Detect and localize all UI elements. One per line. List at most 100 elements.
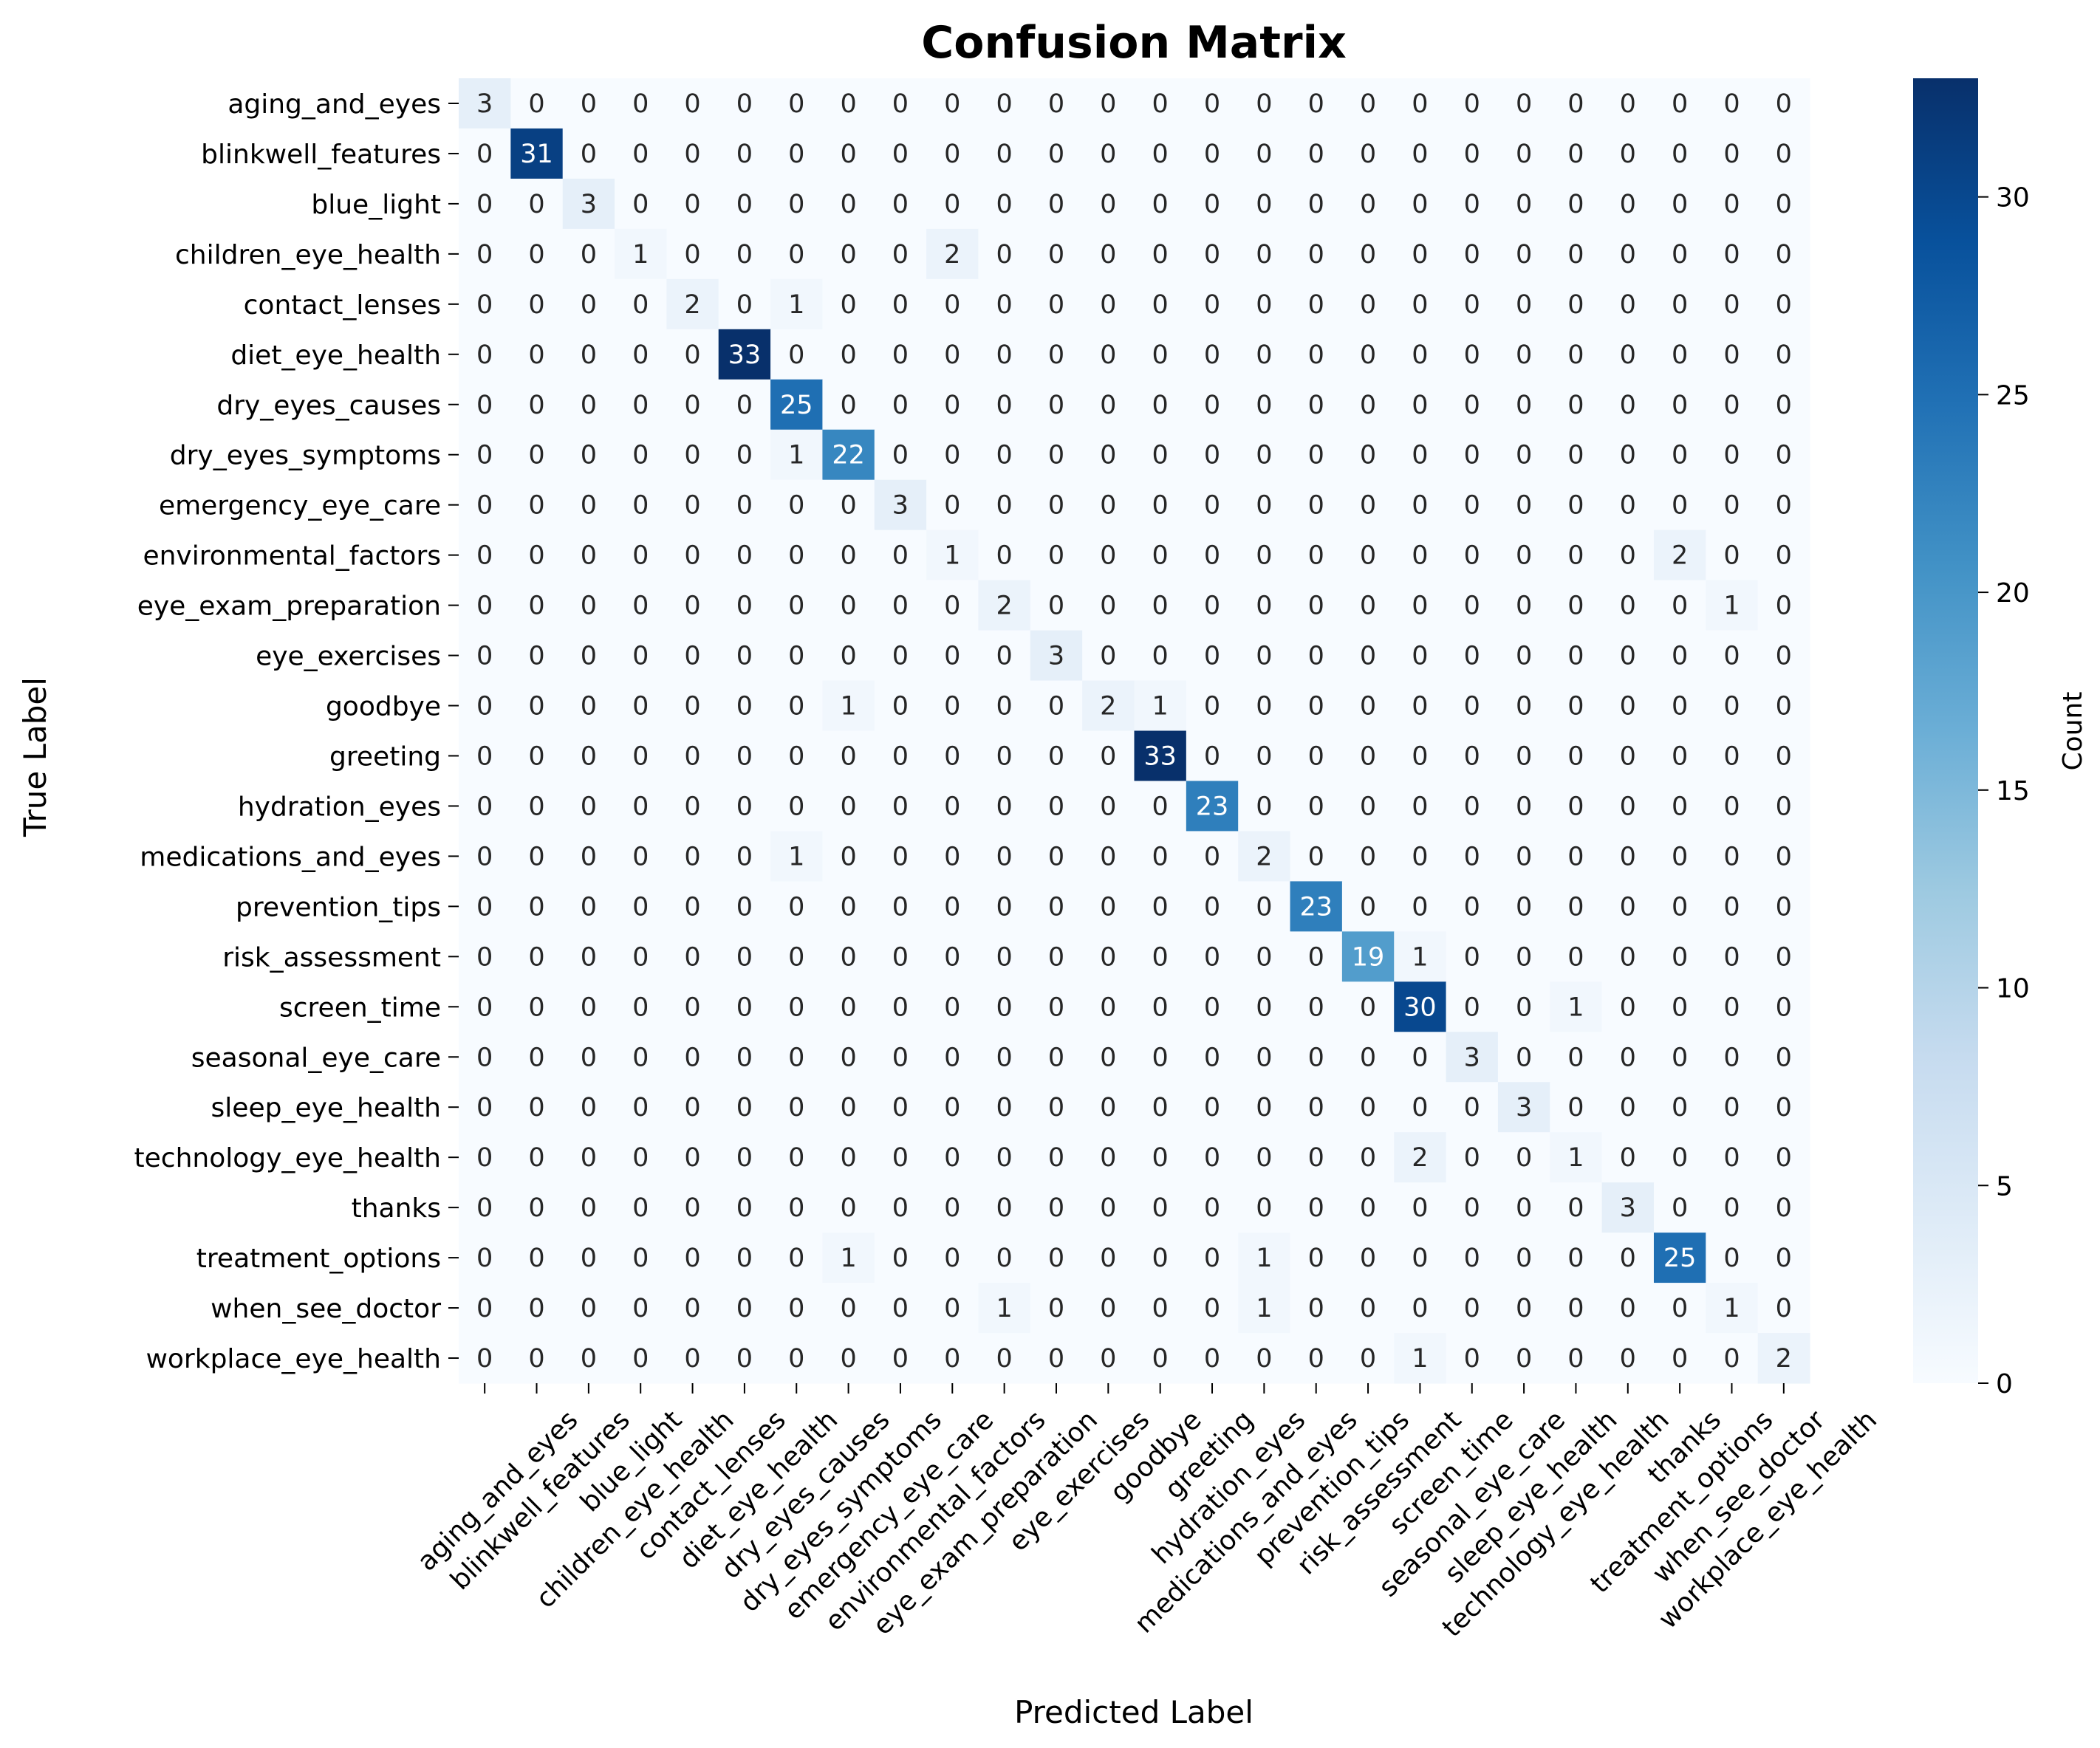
cell-value-label: 0 [1204, 140, 1220, 169]
heatmap-cell [1653, 1032, 1706, 1083]
cell-value-label: 0 [1204, 1244, 1220, 1273]
heatmap-cell [510, 529, 564, 581]
cell-value-label: 0 [684, 1244, 700, 1273]
cell-value-label: 0 [1308, 993, 1324, 1022]
cell-value-label: 0 [684, 1093, 700, 1123]
heatmap-cell [1082, 529, 1135, 581]
heatmap-cell [874, 630, 927, 682]
heatmap-cell [1706, 1182, 1759, 1233]
cell-value-label: 0 [632, 1143, 649, 1173]
cell-value-label: 0 [1048, 1043, 1064, 1072]
heatmap-cell [1497, 1283, 1550, 1334]
heatmap-cell [1030, 529, 1083, 581]
cell-value-label: 0 [1567, 642, 1584, 671]
cell-value-label: 0 [1723, 1344, 1740, 1374]
heatmap-cell [1238, 128, 1291, 179]
cell-value-label: 0 [1360, 842, 1376, 871]
cell-value-label: 0 [1152, 140, 1169, 169]
cell-value-label: 0 [1464, 140, 1480, 169]
heatmap-cell [1653, 730, 1706, 782]
heatmap-cell [459, 881, 511, 932]
cell-value-label: 0 [736, 692, 753, 722]
heatmap-cell [926, 881, 979, 932]
cell-value-label: 0 [944, 1344, 960, 1374]
heatmap-cell [1082, 278, 1135, 330]
heatmap-cell [978, 931, 1031, 982]
cell-value-label: 0 [581, 391, 597, 420]
heatmap-cell [718, 1132, 771, 1183]
cell-value-label: 0 [684, 391, 700, 420]
colorbar: 0 5 10 15 20 25 30 Count [1913, 78, 2088, 1399]
cell-value-label: 31 [520, 140, 553, 169]
cell-value-label: 0 [840, 240, 856, 270]
cell-value-label: 0 [944, 993, 960, 1022]
heatmap-cell [926, 931, 979, 982]
heatmap-cell [1290, 730, 1343, 782]
heatmap-cell [1446, 1182, 1499, 1233]
heatmap-cell [1394, 1283, 1447, 1334]
cell-value-label: 0 [892, 942, 909, 972]
cell-value-label: 0 [1516, 1244, 1532, 1273]
cell-value-label: 0 [1567, 892, 1584, 922]
cell-value-label: 0 [528, 89, 544, 119]
heatmap-cell [926, 479, 979, 531]
cell-value-label: 0 [892, 140, 909, 169]
heatmap-cell [1757, 981, 1810, 1032]
cell-value-label: 0 [944, 1193, 960, 1223]
colorbar-tick-label: 15 [1996, 776, 2030, 806]
heatmap-cell [1446, 1333, 1499, 1384]
heatmap-cell [562, 1233, 615, 1283]
cell-value-label: 0 [736, 391, 753, 420]
cell-value-label: 0 [1723, 441, 1740, 470]
heatmap-cell [770, 128, 824, 179]
cell-value-label: 0 [632, 190, 649, 219]
cell-value-label: 0 [1776, 741, 1792, 771]
cell-value-label: 0 [528, 642, 544, 671]
cell-value-label: 0 [996, 441, 1012, 470]
cell-value-label: 0 [1620, 340, 1636, 370]
cell-value-label: 0 [1308, 1294, 1324, 1323]
heatmap-cell [1497, 429, 1550, 481]
cell-value-label: 0 [1776, 1244, 1792, 1273]
heatmap-cell [874, 931, 927, 982]
heatmap-cell [1601, 228, 1655, 280]
heatmap-cell [926, 781, 979, 832]
heatmap-cell [1601, 781, 1655, 832]
heatmap-cell [1082, 1283, 1135, 1334]
heatmap-cell [1082, 329, 1135, 380]
cell-value-label: 0 [996, 942, 1012, 972]
cell-value-label: 0 [1516, 1344, 1532, 1374]
cell-value-label: 0 [736, 541, 753, 571]
heatmap-cell [1550, 278, 1603, 330]
heatmap-cell [459, 781, 511, 832]
heatmap-cell [1394, 78, 1447, 129]
heatmap-cell [1446, 881, 1499, 932]
heatmap-cell [1082, 981, 1135, 1032]
cell-value-label: 0 [1723, 993, 1740, 1022]
heatmap-cell [978, 429, 1031, 481]
cell-value-label: 0 [996, 140, 1012, 169]
heatmap-cell [510, 1132, 564, 1183]
cell-value-label: 0 [1308, 1143, 1324, 1173]
heatmap-cell [615, 1032, 667, 1083]
cell-value-label: 0 [1464, 391, 1480, 420]
heatmap-cell [718, 881, 771, 932]
heatmap-cell [1497, 831, 1550, 882]
heatmap-cell [1341, 1283, 1395, 1334]
heatmap-cell [1186, 78, 1239, 129]
cell-value-label: 0 [996, 1193, 1012, 1223]
cell-value-label: 0 [944, 842, 960, 871]
cell-value-label: 0 [1516, 1193, 1532, 1223]
cell-value-label: 0 [1204, 541, 1220, 571]
y-tick-label: environmental_factors [143, 541, 441, 572]
heatmap-cell [1497, 1082, 1550, 1133]
y-tick-label: hydration_eyes [238, 792, 441, 822]
heatmap-cell [822, 278, 875, 330]
cell-value-label: 0 [632, 441, 649, 470]
cell-value-label: 1 [632, 240, 649, 270]
heatmap-cell [1550, 1233, 1603, 1283]
colorbar-tick-label: 0 [1996, 1369, 2013, 1399]
heatmap-cell [1394, 931, 1447, 982]
heatmap-cell [1550, 1132, 1603, 1183]
y-tick-label: medications_and_eyes [140, 842, 441, 872]
